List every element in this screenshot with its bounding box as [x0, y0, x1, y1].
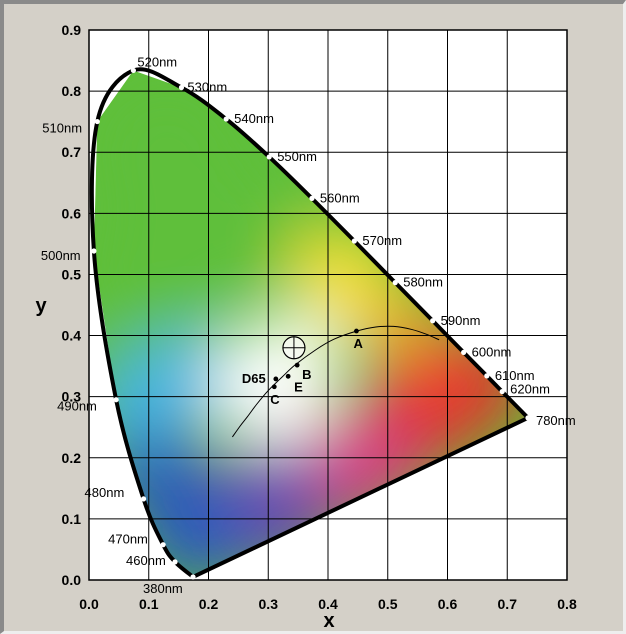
- wavelength-label: 470nm: [108, 532, 148, 547]
- y-tick-label: 0.6: [62, 205, 82, 221]
- wavelength-label: 460nm: [126, 553, 166, 568]
- wavelength-marker: [484, 373, 490, 379]
- wavelength-label: 550nm: [277, 149, 317, 164]
- wavelength-label: 780nm: [536, 413, 576, 428]
- wavelength-marker: [351, 238, 357, 244]
- wavelength-label: 590nm: [441, 313, 481, 328]
- wavelength-label: 510nm: [42, 121, 82, 136]
- y-tick-label: 0.9: [62, 22, 82, 38]
- y-tick-label: 0.1: [62, 511, 82, 527]
- wavelength-marker: [91, 248, 97, 254]
- wavelength-marker: [223, 116, 229, 122]
- x-tick-label: 0.5: [378, 596, 398, 612]
- wavelength-marker: [499, 388, 505, 395]
- x-tick-label: 0.0: [79, 596, 99, 612]
- y-tick-label: 0.4: [62, 328, 82, 344]
- wavelength-label: 570nm: [362, 233, 402, 248]
- wavelength-marker: [392, 280, 398, 286]
- wavelength-marker: [190, 574, 196, 580]
- wavelength-label: 610nm: [495, 368, 535, 383]
- wavelength-label: 380nm: [143, 581, 183, 596]
- wavelength-marker: [113, 397, 119, 403]
- wavelength-label: 530nm: [187, 80, 227, 95]
- wavelength-label: 500nm: [41, 248, 81, 263]
- white-point-label: B: [302, 367, 311, 382]
- y-tick-label: 0.8: [62, 83, 82, 99]
- y-tick-label: 0.3: [62, 389, 82, 405]
- x-tick-label: 0.7: [498, 596, 518, 612]
- y-tick-label: 0.2: [62, 450, 82, 466]
- line-of-purples: [192, 416, 529, 579]
- wavelength-marker: [309, 195, 315, 201]
- white-point-marker: [294, 362, 300, 368]
- x-tick-label: 0.6: [438, 596, 458, 612]
- wavelength-marker: [525, 415, 531, 421]
- y-tick-label: 0.0: [62, 572, 82, 588]
- wavelength-label: 600nm: [472, 344, 512, 359]
- wavelength-marker: [266, 154, 272, 160]
- y-axis-label: y: [35, 295, 47, 317]
- wavelength-marker: [461, 349, 467, 355]
- x-tick-label: 0.3: [259, 596, 279, 612]
- plot-border: [88, 29, 568, 581]
- wavelength-marker: [172, 559, 178, 565]
- spectral-locus: [89, 67, 530, 579]
- x-tick-label: 0.8: [557, 596, 577, 612]
- x-axis-label: x: [323, 610, 334, 632]
- wavelength-label: 490nm: [57, 399, 97, 414]
- wavelength-marker: [140, 496, 147, 502]
- wavelength-label: 480nm: [85, 485, 125, 500]
- wavelength-label: 580nm: [403, 275, 443, 290]
- wavelength-label: 520nm: [137, 54, 177, 69]
- white-point-marker: [271, 384, 277, 390]
- x-tick-label: 0.4: [318, 596, 338, 612]
- wavelength-marker: [130, 67, 136, 74]
- white-point-marker: [354, 328, 359, 334]
- x-tick-label: 0.2: [199, 596, 219, 612]
- white-point-marker: [273, 376, 279, 382]
- wavelength-marker: [178, 84, 185, 91]
- white-point-label: A: [353, 336, 363, 351]
- wavelength-label: 540nm: [234, 111, 274, 126]
- wavelength-marker: [430, 318, 436, 324]
- white-point-label: C: [270, 392, 280, 407]
- y-tick-label: 0.5: [62, 266, 82, 282]
- wavelength-marker: [160, 542, 166, 548]
- x-tick-label: 0.1: [139, 596, 159, 612]
- white-point-label: D65: [242, 371, 266, 386]
- white-point-label: E: [294, 379, 303, 394]
- wavelength-marker: [94, 118, 100, 125]
- white-point-marker: [285, 373, 291, 379]
- y-tick-label: 0.7: [62, 144, 82, 160]
- planckian-locus: [231, 325, 440, 438]
- wavelength-label: 620nm: [510, 382, 550, 397]
- crosshair-target-icon: [282, 336, 306, 360]
- wavelength-label: 560nm: [320, 190, 360, 205]
